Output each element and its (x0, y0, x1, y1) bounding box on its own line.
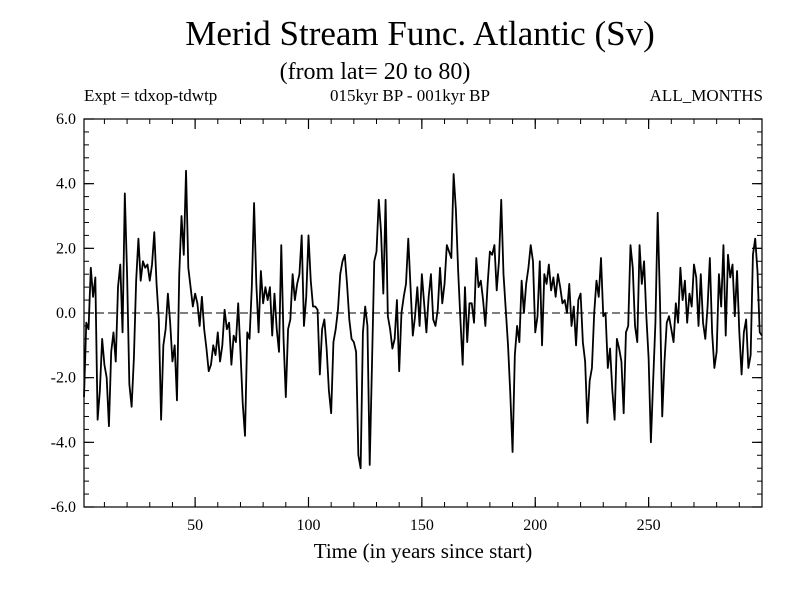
y-tick-label: -4.0 (51, 434, 76, 451)
y-tick-label: -2.0 (51, 370, 76, 387)
y-tick-label: -6.0 (51, 499, 76, 516)
y-tick-label: 2.0 (56, 240, 76, 257)
y-tick-label: 6.0 (56, 111, 76, 128)
series-line (83, 169, 763, 470)
x-tick-label: 250 (637, 517, 661, 534)
x-tick-label: 200 (523, 517, 547, 534)
chart-subtitle: (from lat= 20 to 80) (279, 59, 471, 85)
plot-frame (83, 118, 763, 508)
x-tick-label: 150 (410, 517, 434, 534)
x-axis-title: Time (in years since start) (314, 539, 533, 563)
period-label: 015kyr BP - 001kyr BP (330, 86, 490, 105)
tick-labels: 50 100 150 200 250 -6.0 -4.0 -2.0 0.0 2.0 4.0 6.0 (51, 111, 661, 534)
experiment-label: Expt = tdxop-tdwtp (84, 86, 218, 105)
y-tick-label: 0.0 (56, 305, 76, 322)
chart-title: Merid Stream Func. Atlantic (Sv) (185, 14, 655, 53)
x-tick-label: 100 (296, 517, 320, 534)
months-label: ALL_MONTHS (649, 86, 763, 105)
y-tick-label: 4.0 (56, 176, 76, 193)
x-tick-label: 50 (187, 517, 203, 534)
